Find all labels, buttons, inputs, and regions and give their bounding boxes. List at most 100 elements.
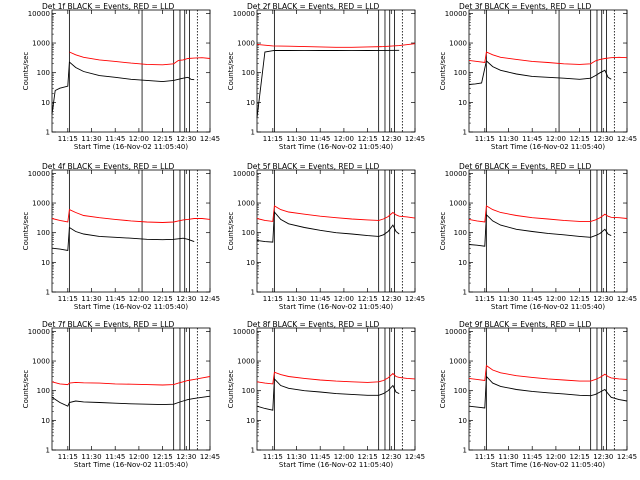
lld-rate-line	[256, 371, 416, 385]
panel-4: Det 4f BLACK = Events, RED = LLD 1 10 100 10…	[22, 162, 220, 311]
panel-6: Det 6f BLACK = Events, RED = LLD 1 10 100 10…	[439, 162, 637, 311]
x-tick-label: 12:45	[200, 135, 220, 143]
x-tick-label: 12:45	[405, 295, 425, 303]
y-tick-label: 10	[41, 99, 50, 107]
y-tick-label: 10	[458, 259, 467, 267]
events-rate-line	[256, 49, 400, 118]
y-tick-label: 10	[458, 99, 467, 107]
y-tick-label: 10000	[28, 170, 50, 178]
panel-1: Det 1f BLACK = Events, RED = LLD 1 10 100 10…	[22, 2, 220, 151]
x-tick-label: 11:45	[105, 295, 125, 303]
x-tick-label: 11:30	[498, 295, 518, 303]
panel-2: Det 2f BLACK = Events, RED = LLD 1 10 100 10…	[227, 2, 425, 151]
panel-title: Det 4f BLACK = Events, RED = LLD	[42, 162, 175, 171]
y-tick-label: 10000	[233, 170, 255, 178]
x-tick-label: 12:15	[153, 295, 173, 303]
x-tick-label: 12:15	[358, 135, 378, 143]
x-tick-label: 12:30	[381, 135, 401, 143]
lld-rate-line	[256, 205, 416, 222]
y-tick-label: 10	[246, 259, 255, 267]
panel-title: Det 8f BLACK = Events, RED = LLD	[247, 320, 380, 329]
plot-frame	[468, 169, 628, 293]
y-tick-label: 100	[37, 387, 50, 395]
lld-rate-line	[256, 43, 416, 48]
y-tick-label: 10	[246, 99, 255, 107]
x-tick-label: 12:45	[617, 135, 637, 143]
y-tick-label: 1	[46, 129, 50, 137]
lld-rate-line	[69, 51, 211, 66]
panel-title: Det 3f BLACK = Events, RED = LLD	[459, 2, 592, 11]
x-tick-label: 12:15	[153, 453, 173, 461]
y-tick-label: 10000	[445, 328, 467, 336]
x-tick-label: 12:00	[546, 295, 566, 303]
y-tick-label: 100	[242, 229, 255, 237]
lld-rate-line	[468, 364, 628, 382]
events-rate-line	[468, 375, 628, 409]
y-tick-label: 1000	[449, 200, 467, 208]
x-axis-title: Start Time (16-Nov-02 11:05:40)	[279, 461, 393, 469]
plot-frame	[51, 9, 211, 133]
x-tick-label: 12:30	[176, 453, 196, 461]
y-tick-label: 10000	[233, 328, 255, 336]
lld-rate-line	[51, 208, 211, 223]
x-tick-label: 12:15	[570, 453, 590, 461]
plot-frame	[51, 327, 211, 451]
y-tick-label: 100	[242, 387, 255, 395]
x-tick-label: 11:15	[263, 135, 283, 143]
y-tick-label: 10000	[233, 10, 255, 18]
x-tick-label: 12:45	[405, 135, 425, 143]
events-rate-line	[468, 60, 612, 85]
y-tick-label: 1000	[237, 200, 255, 208]
y-tick-label: 100	[37, 69, 50, 77]
x-axis-title: Start Time (16-Nov-02 11:05:40)	[74, 461, 188, 469]
x-tick-label: 12:00	[334, 135, 354, 143]
x-tick-label: 11:45	[310, 453, 330, 461]
x-tick-label: 11:15	[263, 295, 283, 303]
x-tick-label: 12:30	[381, 453, 401, 461]
events-rate-line	[51, 226, 195, 252]
y-tick-label: 100	[454, 387, 467, 395]
x-tick-label: 12:00	[334, 295, 354, 303]
x-tick-label: 12:45	[405, 453, 425, 461]
y-tick-label: 100	[454, 229, 467, 237]
x-tick-label: 12:15	[153, 135, 173, 143]
x-axis-title: Start Time (16-Nov-02 11:05:40)	[491, 461, 605, 469]
x-tick-label: 12:00	[129, 295, 149, 303]
x-tick-label: 11:30	[286, 295, 306, 303]
x-axis-title: Start Time (16-Nov-02 11:05:40)	[491, 303, 605, 311]
x-axis-title: Start Time (16-Nov-02 11:05:40)	[74, 143, 188, 151]
y-tick-label: 100	[242, 69, 255, 77]
x-tick-label: 11:45	[310, 295, 330, 303]
x-tick-label: 12:30	[593, 135, 613, 143]
y-tick-label: 1	[46, 447, 50, 455]
y-tick-label: 10000	[445, 10, 467, 18]
y-tick-label: 1	[251, 447, 255, 455]
lld-rate-line	[468, 205, 628, 223]
y-tick-label: 1000	[32, 358, 50, 366]
panel-title: Det 5f BLACK = Events, RED = LLD	[247, 162, 380, 171]
x-axis-title: Start Time (16-Nov-02 11:05:40)	[74, 303, 188, 311]
x-tick-label: 11:15	[263, 453, 283, 461]
x-tick-label: 11:15	[58, 453, 78, 461]
events-rate-line	[256, 377, 400, 411]
y-axis-title: Counts/sec	[22, 212, 30, 251]
x-tick-label: 12:15	[570, 295, 590, 303]
x-tick-label: 12:15	[358, 295, 378, 303]
x-tick-label: 11:30	[286, 453, 306, 461]
y-tick-label: 10000	[28, 328, 50, 336]
y-axis-title: Counts/sec	[22, 370, 30, 409]
events-rate-line	[256, 210, 400, 243]
x-tick-label: 12:45	[617, 453, 637, 461]
panel-title: Det 6f BLACK = Events, RED = LLD	[459, 162, 592, 171]
y-tick-label: 1000	[237, 40, 255, 48]
y-tick-label: 1000	[449, 40, 467, 48]
y-tick-label: 10	[246, 417, 255, 425]
plot-frame	[256, 169, 416, 293]
x-tick-label: 12:45	[200, 453, 220, 461]
x-tick-label: 11:30	[498, 453, 518, 461]
y-tick-label: 1000	[237, 358, 255, 366]
y-tick-label: 10000	[445, 170, 467, 178]
panel-title: Det 9f BLACK = Events, RED = LLD	[459, 320, 592, 329]
y-tick-label: 10000	[28, 10, 50, 18]
